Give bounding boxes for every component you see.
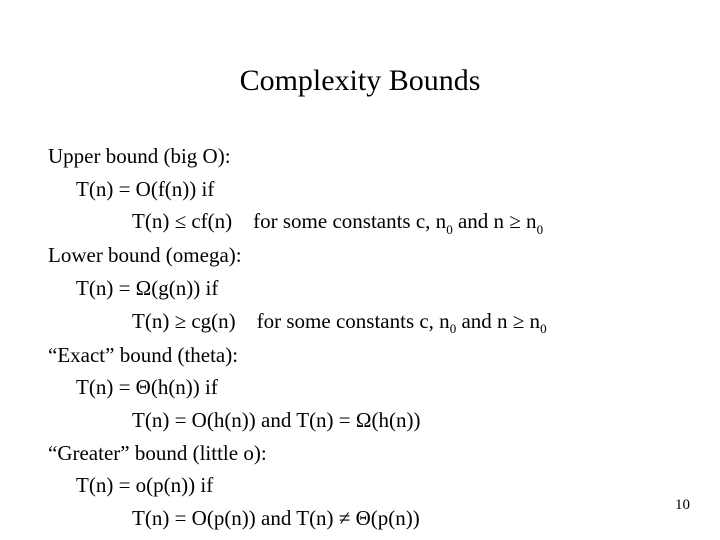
sub-zero: 0 bbox=[537, 222, 544, 237]
lower-cond: T(n) ≥ cg(n) for some constants c, n0 an… bbox=[48, 305, 678, 339]
lower-heading: Lower bound (omega): bbox=[48, 239, 678, 272]
page-number: 10 bbox=[675, 497, 690, 514]
lower-cond-mid: and n ≥ n bbox=[456, 309, 540, 333]
upper-def: T(n) = O(f(n)) if bbox=[48, 173, 678, 206]
slide: Complexity Bounds Upper bound (big O): T… bbox=[0, 0, 720, 540]
exact-def: T(n) = Θ(h(n)) if bbox=[48, 371, 678, 404]
upper-cond-pre: T(n) ≤ cf(n) for some constants c, n bbox=[132, 209, 446, 233]
greater-def: T(n) = o(p(n)) if bbox=[48, 469, 678, 502]
sub-zero: 0 bbox=[540, 321, 547, 336]
sub-zero: 0 bbox=[450, 321, 457, 336]
sub-zero: 0 bbox=[446, 222, 453, 237]
upper-heading: Upper bound (big O): bbox=[48, 140, 678, 173]
slide-body: Upper bound (big O): T(n) = O(f(n)) if T… bbox=[48, 140, 678, 534]
upper-cond: T(n) ≤ cf(n) for some constants c, n0 an… bbox=[48, 205, 678, 239]
exact-cond: T(n) = O(h(n)) and T(n) = Ω(h(n)) bbox=[48, 404, 678, 437]
slide-title: Complexity Bounds bbox=[0, 64, 720, 98]
lower-def: T(n) = Ω(g(n)) if bbox=[48, 272, 678, 305]
greater-heading: “Greater” bound (little o): bbox=[48, 437, 678, 470]
greater-cond: T(n) = O(p(n)) and T(n) ≠ Θ(p(n)) bbox=[48, 502, 678, 535]
exact-heading: “Exact” bound (theta): bbox=[48, 339, 678, 372]
upper-cond-mid: and n ≥ n bbox=[453, 209, 537, 233]
lower-cond-pre: T(n) ≥ cg(n) for some constants c, n bbox=[132, 309, 450, 333]
